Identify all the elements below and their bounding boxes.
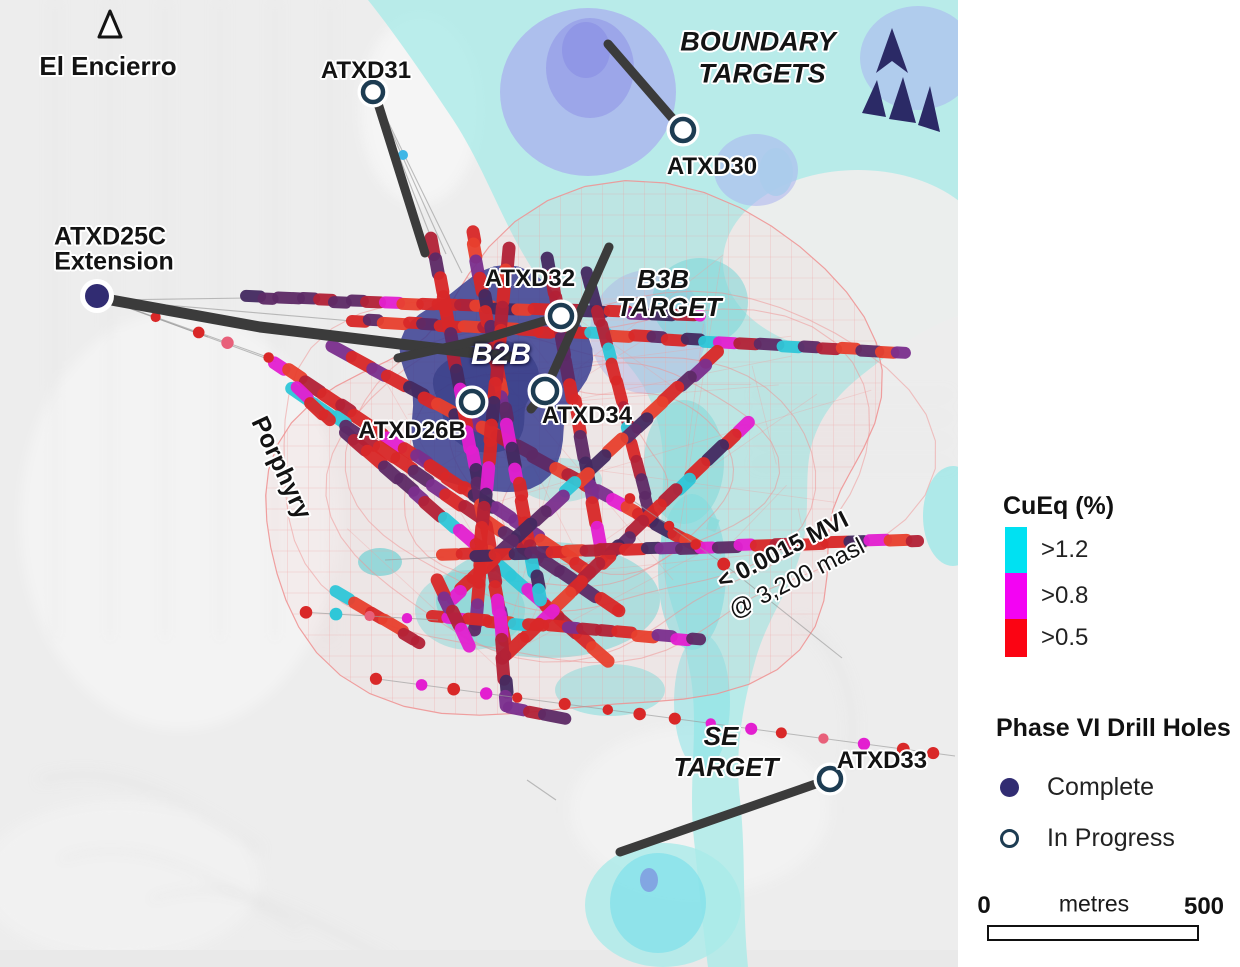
se-target-label-line2: TARGET	[673, 752, 779, 782]
cueq-legend-item: >0.5	[1005, 619, 1088, 657]
cueq-swatch-0	[1005, 527, 1027, 573]
scale-unit-label: metres	[1058, 890, 1130, 917]
phase-legend-item: Complete	[1000, 762, 1175, 813]
scale-start-label: 0	[977, 892, 991, 919]
drillhole-marker-atxd26b	[455, 385, 489, 419]
mountain-peak-icon	[97, 9, 123, 39]
legend-panel: CuEq (%) >1.2 >0.8 >0.5 Phase VI Drill Hol…	[958, 0, 1240, 967]
atxd25c-label-line2: Extension	[54, 247, 174, 276]
cueq-swatch-2	[1005, 619, 1027, 657]
scale-bar	[987, 925, 1199, 941]
drillhole-marker-atxd25c-extension	[80, 279, 114, 313]
atxd26b-label: ATXD26B	[358, 417, 466, 444]
cueq-label-2: >0.5	[1041, 624, 1089, 651]
complete-marker-icon	[1000, 778, 1019, 797]
drillhole-marker-atxd32	[544, 299, 578, 333]
in_progress-marker-icon	[1000, 829, 1019, 848]
cueq-legend-item: >1.2	[1005, 527, 1088, 573]
north-arrow-icon	[862, 28, 940, 132]
atxd31-label: ATXD31	[320, 57, 412, 84]
atxd32-label: ATXD32	[484, 265, 576, 292]
phase-legend-title: Phase VI Drill Holes	[996, 714, 1231, 742]
b3b-target-label-line2: TARGET	[616, 292, 722, 322]
map-svg	[0, 0, 958, 967]
cueq-legend-item: >0.8	[1005, 573, 1088, 619]
boundary-targets-label-line2: TARGETS	[698, 58, 826, 89]
b3b-target-label-line1: B3B	[636, 264, 690, 294]
b2b-label: B2B	[470, 338, 532, 371]
boundary-targets-label-line1: BOUNDARY	[680, 26, 836, 57]
atxd34-label: ATXD34	[541, 402, 633, 429]
se-target-label-line1: SE	[703, 721, 739, 751]
drillhole-marker-atxd34	[527, 373, 563, 409]
phase-legend-item: In Progress	[1000, 813, 1175, 864]
cueq-legend-title: CuEq (%)	[1003, 492, 1115, 520]
el-encierro-label: El Encierro	[39, 51, 177, 81]
cueq-label-0: >1.2	[1041, 536, 1089, 563]
scale-end-label: 500	[1183, 893, 1225, 920]
map-canvas: El Encierro ATXD31 BOUNDARY TARGETS ATXD30 AT…	[0, 0, 958, 967]
drillhole-marker-atxd30	[666, 113, 700, 147]
drillhole-marker-atxd33	[813, 762, 847, 796]
cueq-swatch-1	[1005, 573, 1027, 619]
atxd30-label: ATXD30	[666, 153, 758, 180]
atxd33-label: ATXD33	[836, 747, 928, 774]
drillhole-marker-atxd31	[357, 76, 389, 108]
atxd25c-label-line1: ATXD25C	[53, 222, 167, 251]
cueq-legend-rows: >1.2 >0.8 >0.5	[1005, 527, 1088, 657]
cueq-label-1: >0.8	[1041, 582, 1089, 609]
phase-legend-rows: Complete In Progress	[1000, 762, 1175, 864]
phase-label: In Progress	[1047, 824, 1175, 852]
phase-label: Complete	[1047, 773, 1154, 801]
